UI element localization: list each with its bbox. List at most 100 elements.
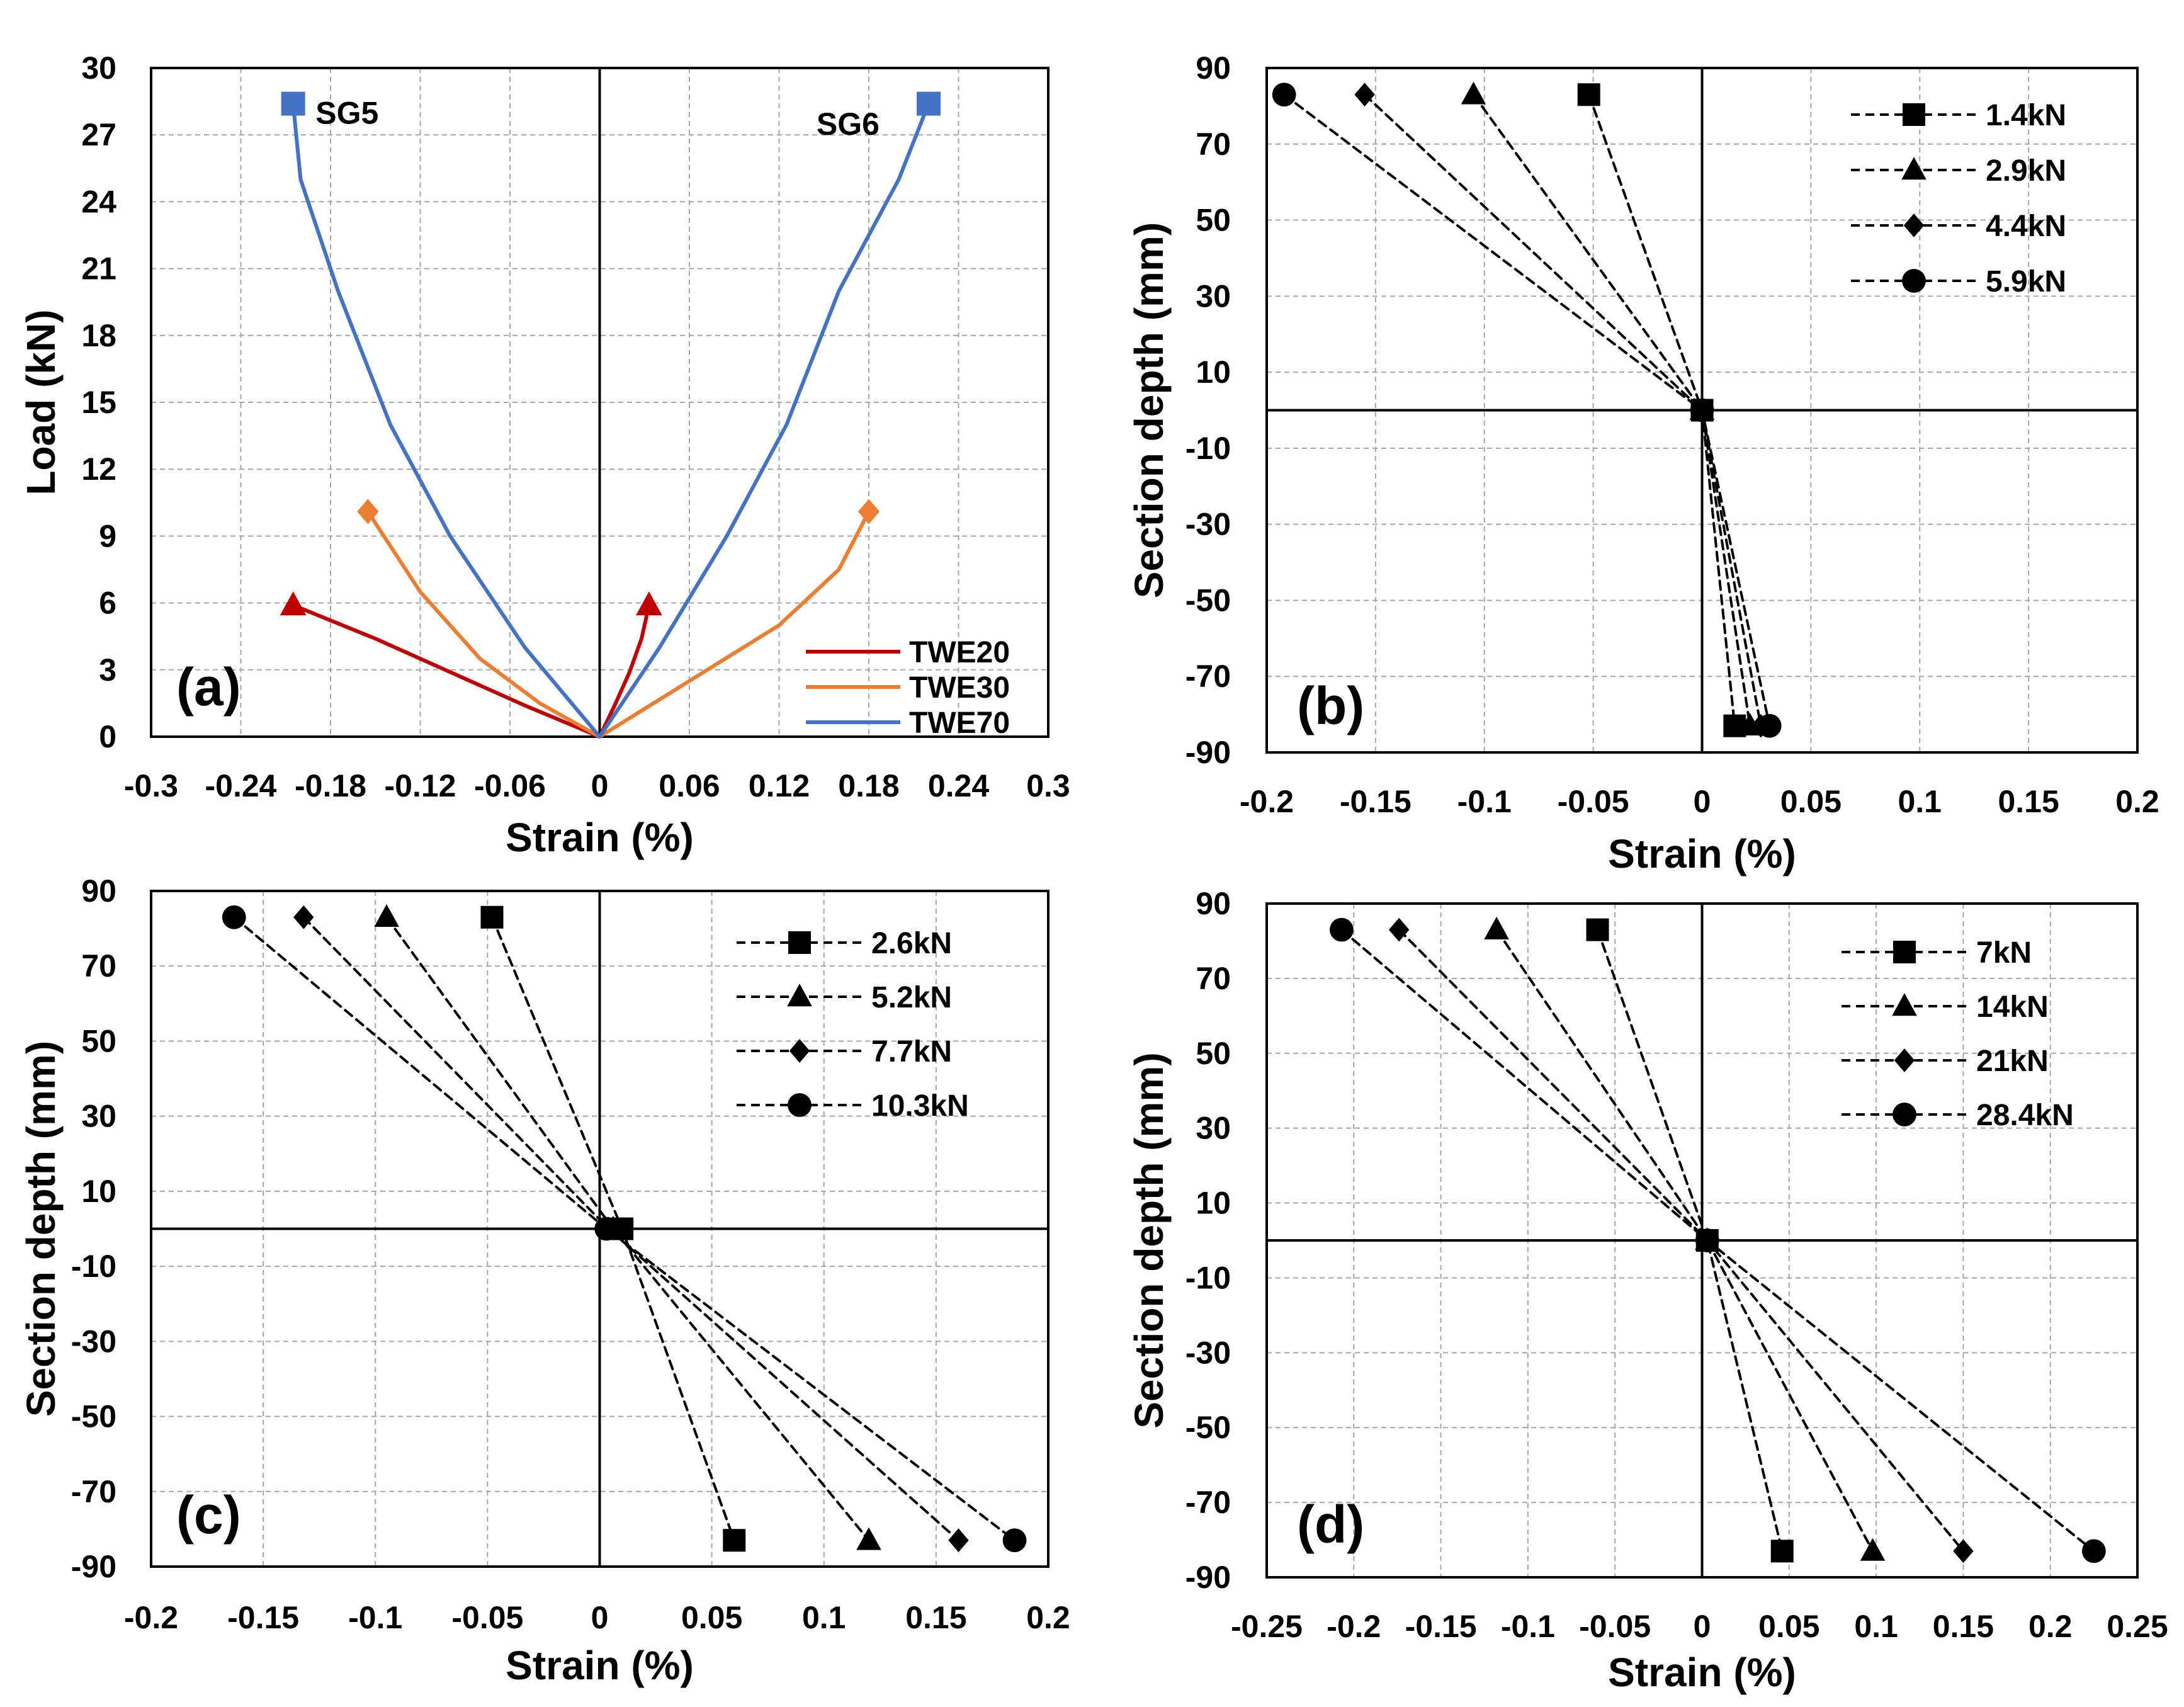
series-line-2.9kN: [1472, 93, 1751, 727]
legend-marker-7kN: [1893, 941, 1916, 963]
legend-label: TWE70: [909, 706, 1010, 740]
legend-label: 21kN: [1976, 1045, 2049, 1078]
data-point-7kN: [1770, 1540, 1794, 1563]
y-axis-title: Section depth (mm): [1126, 222, 1172, 598]
x-axis-title: Strain (%): [506, 1643, 694, 1688]
legend-label: 2.9kN: [1986, 154, 2066, 188]
x-tick-label: 0.05: [1780, 784, 1842, 819]
data-point-14kN: [1484, 916, 1509, 939]
y-tick-label: 27: [81, 117, 116, 152]
data-point-10.3kN: [594, 1216, 619, 1241]
data-point-21kN: [1389, 917, 1410, 942]
panel-label: (a): [176, 657, 241, 717]
x-axis-title: Strain (%): [1608, 1650, 1796, 1695]
y-axis-title: Load (kN): [18, 309, 64, 495]
legend-label: 5.2kN: [871, 981, 952, 1014]
data-point-TWE30: [357, 499, 379, 525]
y-tick-label: 18: [81, 318, 116, 353]
x-tick-label: 0.1: [802, 1600, 846, 1635]
legend-marker-5.9kN: [1902, 269, 1926, 293]
legend-label: 4.4kN: [1986, 210, 2066, 243]
x-tick-label: 0: [1694, 1609, 1711, 1644]
data-point-7.7kN: [293, 905, 314, 929]
x-tick-label: -0.15: [227, 1600, 299, 1635]
y-tick-label: -30: [1185, 507, 1231, 542]
x-tick-label: 0.06: [659, 768, 720, 803]
legend-marker-21kN: [1894, 1048, 1915, 1072]
y-tick-label: -50: [1185, 582, 1231, 618]
y-axis-title: Section depth (mm): [1126, 1052, 1172, 1428]
y-tick-label: 15: [81, 385, 116, 420]
y-tick-label: 10: [1196, 354, 1231, 390]
data-point-7.7kN: [948, 1528, 969, 1553]
x-tick-label: 0.15: [905, 1600, 966, 1635]
data-point-TWE20-SG6: [635, 591, 662, 616]
panel-label: (d): [1297, 1495, 1364, 1554]
data-point-5.2kN: [856, 1527, 881, 1550]
x-tick-label: 0.2: [2028, 1609, 2073, 1644]
y-tick-label: 30: [81, 1099, 116, 1134]
y-tick-label: -30: [71, 1324, 116, 1359]
x-tick-label: 0.05: [681, 1600, 742, 1635]
y-tick-label: 30: [1196, 278, 1231, 314]
series-line-TWE70: [291, 101, 602, 739]
x-tick-label: 0.3: [1026, 768, 1070, 803]
x-tick-label: 0.1: [1854, 1609, 1898, 1644]
data-point-10.3kN: [1002, 1528, 1027, 1553]
x-tick-label: 0.12: [749, 768, 810, 803]
y-tick-label: -50: [1185, 1410, 1231, 1445]
legend: 2.6kN 5.2kN 7.7kN 10.3kN: [737, 927, 969, 1123]
y-tick-label: 6: [99, 586, 116, 621]
legend-marker-5.2kN: [787, 984, 812, 1007]
y-tick-label: 70: [1196, 961, 1231, 996]
x-tick-label: -0.2: [124, 1600, 178, 1635]
data-point-TWE30-SG6: [857, 499, 880, 525]
chart-panel-b: -0.2 -0.15 -0.1 -0.05 0 0.05 0.1 0.15 0.2 -90 -70 -…: [1126, 50, 2159, 876]
x-tick-label: -0.05: [451, 1600, 523, 1635]
y-tick-label: 12: [81, 451, 116, 487]
data-point-2.6kN: [480, 905, 504, 929]
data-point-10.3kN: [222, 905, 246, 929]
x-tick-label: -0.1: [1457, 784, 1512, 819]
x-tick-label: -0.2: [1327, 1609, 1381, 1644]
legend-marker-14kN: [1892, 993, 1917, 1016]
y-tick-label: 90: [81, 873, 116, 909]
y-tick-label: -90: [1185, 1560, 1231, 1595]
series-line-TWE30-SG6: [597, 509, 871, 739]
data-point-5.2kN: [374, 904, 399, 927]
data-point-14kN: [1860, 1538, 1886, 1561]
x-tick-label: 0.2: [2115, 784, 2159, 819]
plot-frame: [150, 890, 1050, 1568]
legend: 7kN 14kN 21kN 28.4kN: [1842, 936, 2074, 1132]
y-tick-label: 24: [81, 184, 116, 219]
legend-marker-7.7kN: [789, 1039, 810, 1063]
y-tick-label: -90: [71, 1549, 116, 1584]
data-point-21kN: [1953, 1539, 1974, 1563]
y-tick-label: -10: [1185, 1260, 1231, 1295]
legend-label: 28.4kN: [1976, 1099, 2074, 1132]
y-tick-label: 50: [1196, 203, 1231, 238]
data-point-28.4kN: [2081, 1539, 2106, 1563]
y-tick-label: 70: [1196, 127, 1231, 162]
legend-marker-2.9kN: [1901, 157, 1927, 180]
y-tick-label: 9: [99, 518, 116, 553]
series-line-TWE20: [291, 603, 602, 739]
annotation-label: SG5: [315, 96, 378, 131]
legend-marker-28.4kN: [1893, 1103, 1916, 1126]
data-point-7kN: [1586, 918, 1609, 941]
x-tick-label: 0.1: [1898, 784, 1942, 819]
legend-marker-2.6kN: [788, 931, 811, 954]
x-tick-label: -0.05: [1579, 1609, 1651, 1644]
data-point-TWE70-SG6: [917, 91, 941, 116]
legend-marker-10.3kN: [788, 1093, 812, 1117]
x-tick-label: -0.3: [124, 768, 178, 803]
y-tick-label: 90: [1196, 886, 1231, 921]
x-tick-label: 0.2: [1026, 1600, 1070, 1635]
chart-panel-c: -0.2 -0.15 -0.1 -0.05 0 0.05 0.1 0.15 0.2 -90 -70 -…: [18, 873, 1070, 1688]
x-tick-label: -0.15: [1405, 1609, 1477, 1644]
x-tick-label: -0.1: [348, 1600, 402, 1635]
legend-label: 14kN: [1976, 990, 2049, 1024]
chart-panel-d: -0.25 -0.2 -0.15 -0.1 -0.05 0 0.05 0.1 0.15 0.2 0.…: [1126, 886, 2168, 1695]
